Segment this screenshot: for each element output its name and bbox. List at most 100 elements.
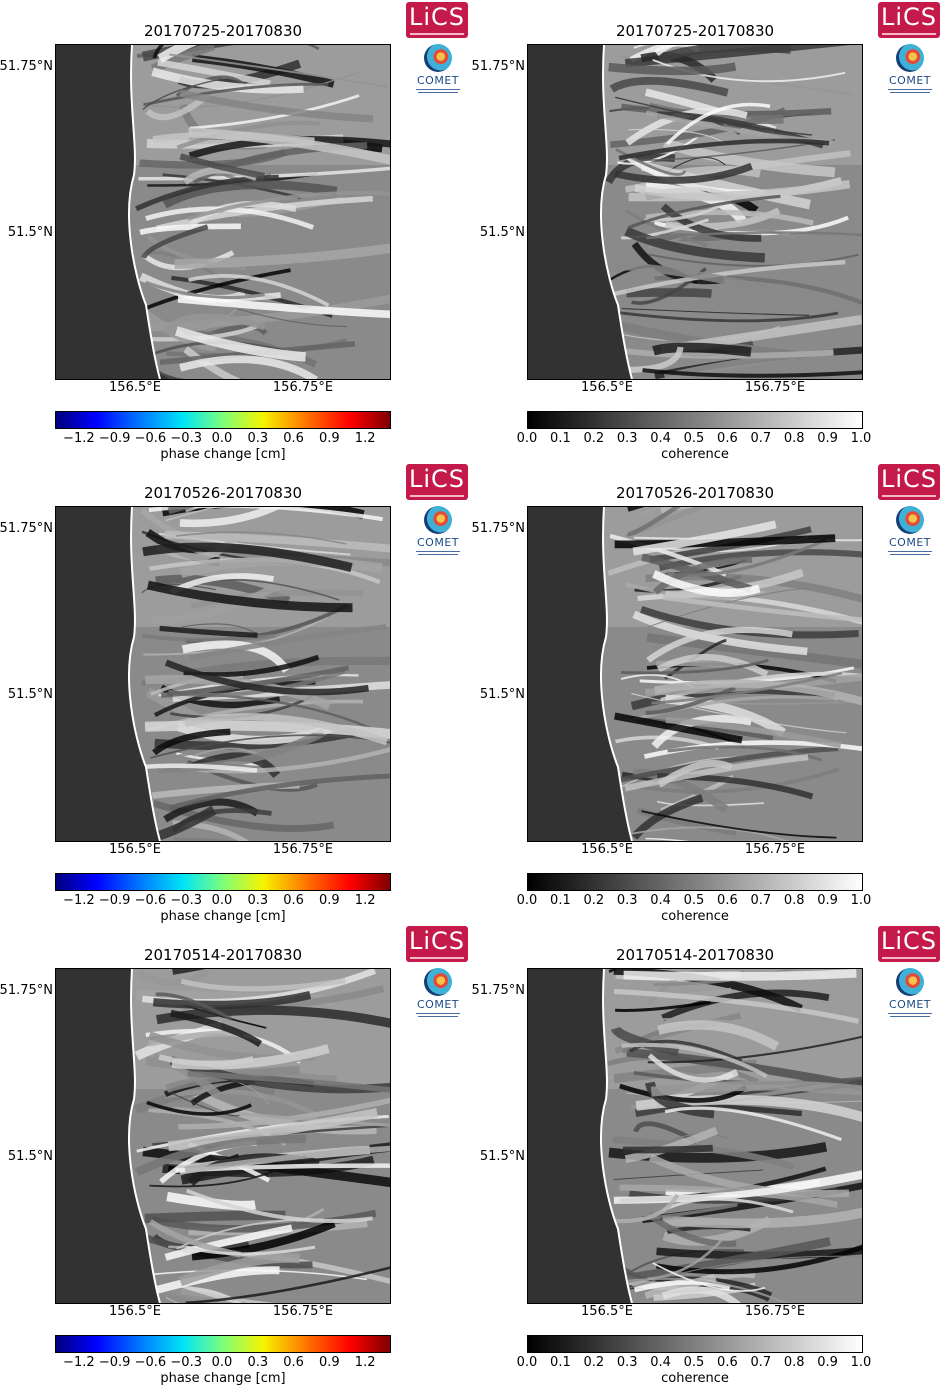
x-tick-label: 156.5°E: [109, 1304, 161, 1319]
comet-logo-text: COMET: [417, 74, 459, 87]
colorbar: [527, 873, 863, 891]
colorbar-tick-label: 0.6: [283, 893, 304, 908]
x-tick-label: 156.75°E: [744, 842, 806, 857]
colorbar-tick-label: −0.6: [134, 893, 167, 908]
colorbar-tick-label: −1.2: [63, 1355, 95, 1370]
y-tick-label: 51.5°N: [7, 687, 53, 702]
x-tick-label: 156.5°E: [581, 842, 633, 857]
y-tick-label: 51.75°N: [471, 983, 525, 998]
colorbar-tick-label: −1.2: [63, 893, 95, 908]
colorbar-tick-label: 0.5: [683, 893, 705, 908]
colorbar-tick-label: −0.3: [170, 431, 202, 446]
colorbar-tick-label: −0.9: [98, 893, 131, 908]
comet-logo: COMET: [882, 968, 938, 1022]
comet-logo: COMET: [410, 506, 466, 560]
colorbar-tick-label: −0.6: [134, 1355, 167, 1370]
colorbar-tick-label: 0.3: [616, 893, 638, 908]
lics-logo: LiCS: [406, 926, 468, 962]
colorbar-tick-label: −0.3: [170, 1355, 202, 1370]
colorbar-tick-label: 0.9: [817, 1355, 838, 1370]
lics-logo-text: LiCS: [408, 3, 466, 31]
colorbar-tick-label: 0.3: [247, 431, 269, 446]
lics-logo-text: LiCS: [880, 3, 938, 31]
colorbar-tick-label: 0.3: [616, 431, 638, 446]
colorbar-tick-label: 0.4: [650, 893, 671, 908]
phase-panel-1: 20170725-20170830 51.75°N 51.5°N 156.5°E…: [0, 0, 472, 462]
y-tick-label: 51.5°N: [479, 225, 525, 240]
comet-emblem-icon: [424, 968, 452, 996]
colorbar-tick-label: 1.2: [354, 893, 376, 908]
colorbar-tick-label: −1.2: [63, 431, 95, 446]
colorbar-tick-label: 0.7: [750, 893, 772, 908]
comet-logo-text: COMET: [889, 74, 931, 87]
map-image: [527, 44, 863, 380]
y-tick-label: 51.5°N: [7, 225, 53, 240]
y-tick-label: 51.75°N: [471, 521, 525, 536]
comet-logo-text: COMET: [889, 536, 931, 549]
y-tick-label: 51.5°N: [479, 687, 525, 702]
colorbar-label: phase change [cm]: [160, 447, 286, 462]
comet-logo-text: COMET: [417, 998, 459, 1011]
colorbar-tick-label: 0.2: [583, 431, 605, 446]
colorbar-tick-label: 0.0: [516, 431, 538, 446]
colorbar-tick-label: 0.6: [717, 1355, 738, 1370]
y-tick-label: 51.75°N: [0, 521, 53, 536]
panel-title: 20170725-20170830: [143, 22, 303, 40]
colorbar-tick-label: 0.9: [319, 1355, 340, 1370]
coherence-panel-1: 20170725-20170830 51.75°N 51.5°N 156.5°E…: [472, 0, 944, 462]
colorbar-label: coherence: [661, 1371, 729, 1386]
colorbar-tick-label: 0.7: [750, 431, 772, 446]
x-tick-label: 156.5°E: [109, 842, 161, 857]
coherence-panel-2: 20170526-20170830 51.75°N 51.5°N 156.5°E…: [472, 462, 944, 924]
colorbar-tick-label: −0.9: [98, 1355, 131, 1370]
colorbar-tick-label: 0.9: [319, 893, 340, 908]
colorbar-label: coherence: [661, 447, 729, 462]
lics-logo: LiCS: [878, 926, 940, 962]
map-image: [55, 44, 391, 380]
colorbar-tick-label: 0.2: [583, 1355, 605, 1370]
comet-logo-text: COMET: [417, 536, 459, 549]
colorbar: [55, 1335, 391, 1353]
colorbar-tick-label: 0.0: [211, 893, 233, 908]
colorbar-tick-label: 0.3: [247, 893, 269, 908]
colorbar: [55, 873, 391, 891]
colorbar-tick-label: 0.8: [783, 1355, 805, 1370]
x-tick-label: 156.75°E: [744, 380, 806, 395]
x-tick-label: 156.75°E: [272, 380, 334, 395]
panel-title: 20170526-20170830: [615, 484, 775, 502]
colorbar-tick-label: 0.6: [717, 431, 738, 446]
colorbar-tick-label: 0.0: [516, 893, 538, 908]
comet-emblem-icon: [896, 506, 924, 534]
x-tick-label: 156.5°E: [581, 380, 633, 395]
lics-logo-text: LiCS: [408, 927, 466, 955]
x-tick-label: 156.75°E: [744, 1304, 806, 1319]
colorbar: [527, 411, 863, 429]
colorbar-tick-label: 0.1: [550, 893, 571, 908]
colorbar-tick-label: 0.0: [211, 1355, 233, 1370]
y-tick-label: 51.5°N: [7, 1149, 53, 1164]
colorbar-tick-label: 0.9: [319, 431, 340, 446]
panel-title: 20170725-20170830: [615, 22, 775, 40]
colorbar-tick-label: 1.0: [850, 1355, 872, 1370]
colorbar-tick-label: 0.5: [683, 431, 705, 446]
colorbar-tick-label: 0.3: [616, 1355, 638, 1370]
map-image: [55, 968, 391, 1304]
colorbar-tick-label: 1.0: [850, 431, 872, 446]
lics-logo: LiCS: [406, 464, 468, 500]
lics-logo: LiCS: [878, 2, 940, 38]
colorbar-tick-label: −0.6: [134, 431, 167, 446]
colorbar-label: phase change [cm]: [160, 1371, 286, 1386]
comet-logo: COMET: [882, 44, 938, 98]
map-image: [55, 506, 391, 842]
colorbar-tick-label: 0.1: [550, 1355, 571, 1370]
colorbar: [527, 1335, 863, 1353]
comet-logo-text: COMET: [889, 998, 931, 1011]
panel-title: 20170526-20170830: [143, 484, 303, 502]
colorbar-label: phase change [cm]: [160, 909, 286, 924]
colorbar-tick-label: 0.6: [283, 431, 304, 446]
colorbar-tick-label: 1.2: [354, 431, 376, 446]
lics-logo-text: LiCS: [880, 927, 938, 955]
colorbar-tick-label: −0.9: [98, 431, 131, 446]
lics-logo: LiCS: [878, 464, 940, 500]
colorbar-tick-label: 0.9: [817, 431, 838, 446]
